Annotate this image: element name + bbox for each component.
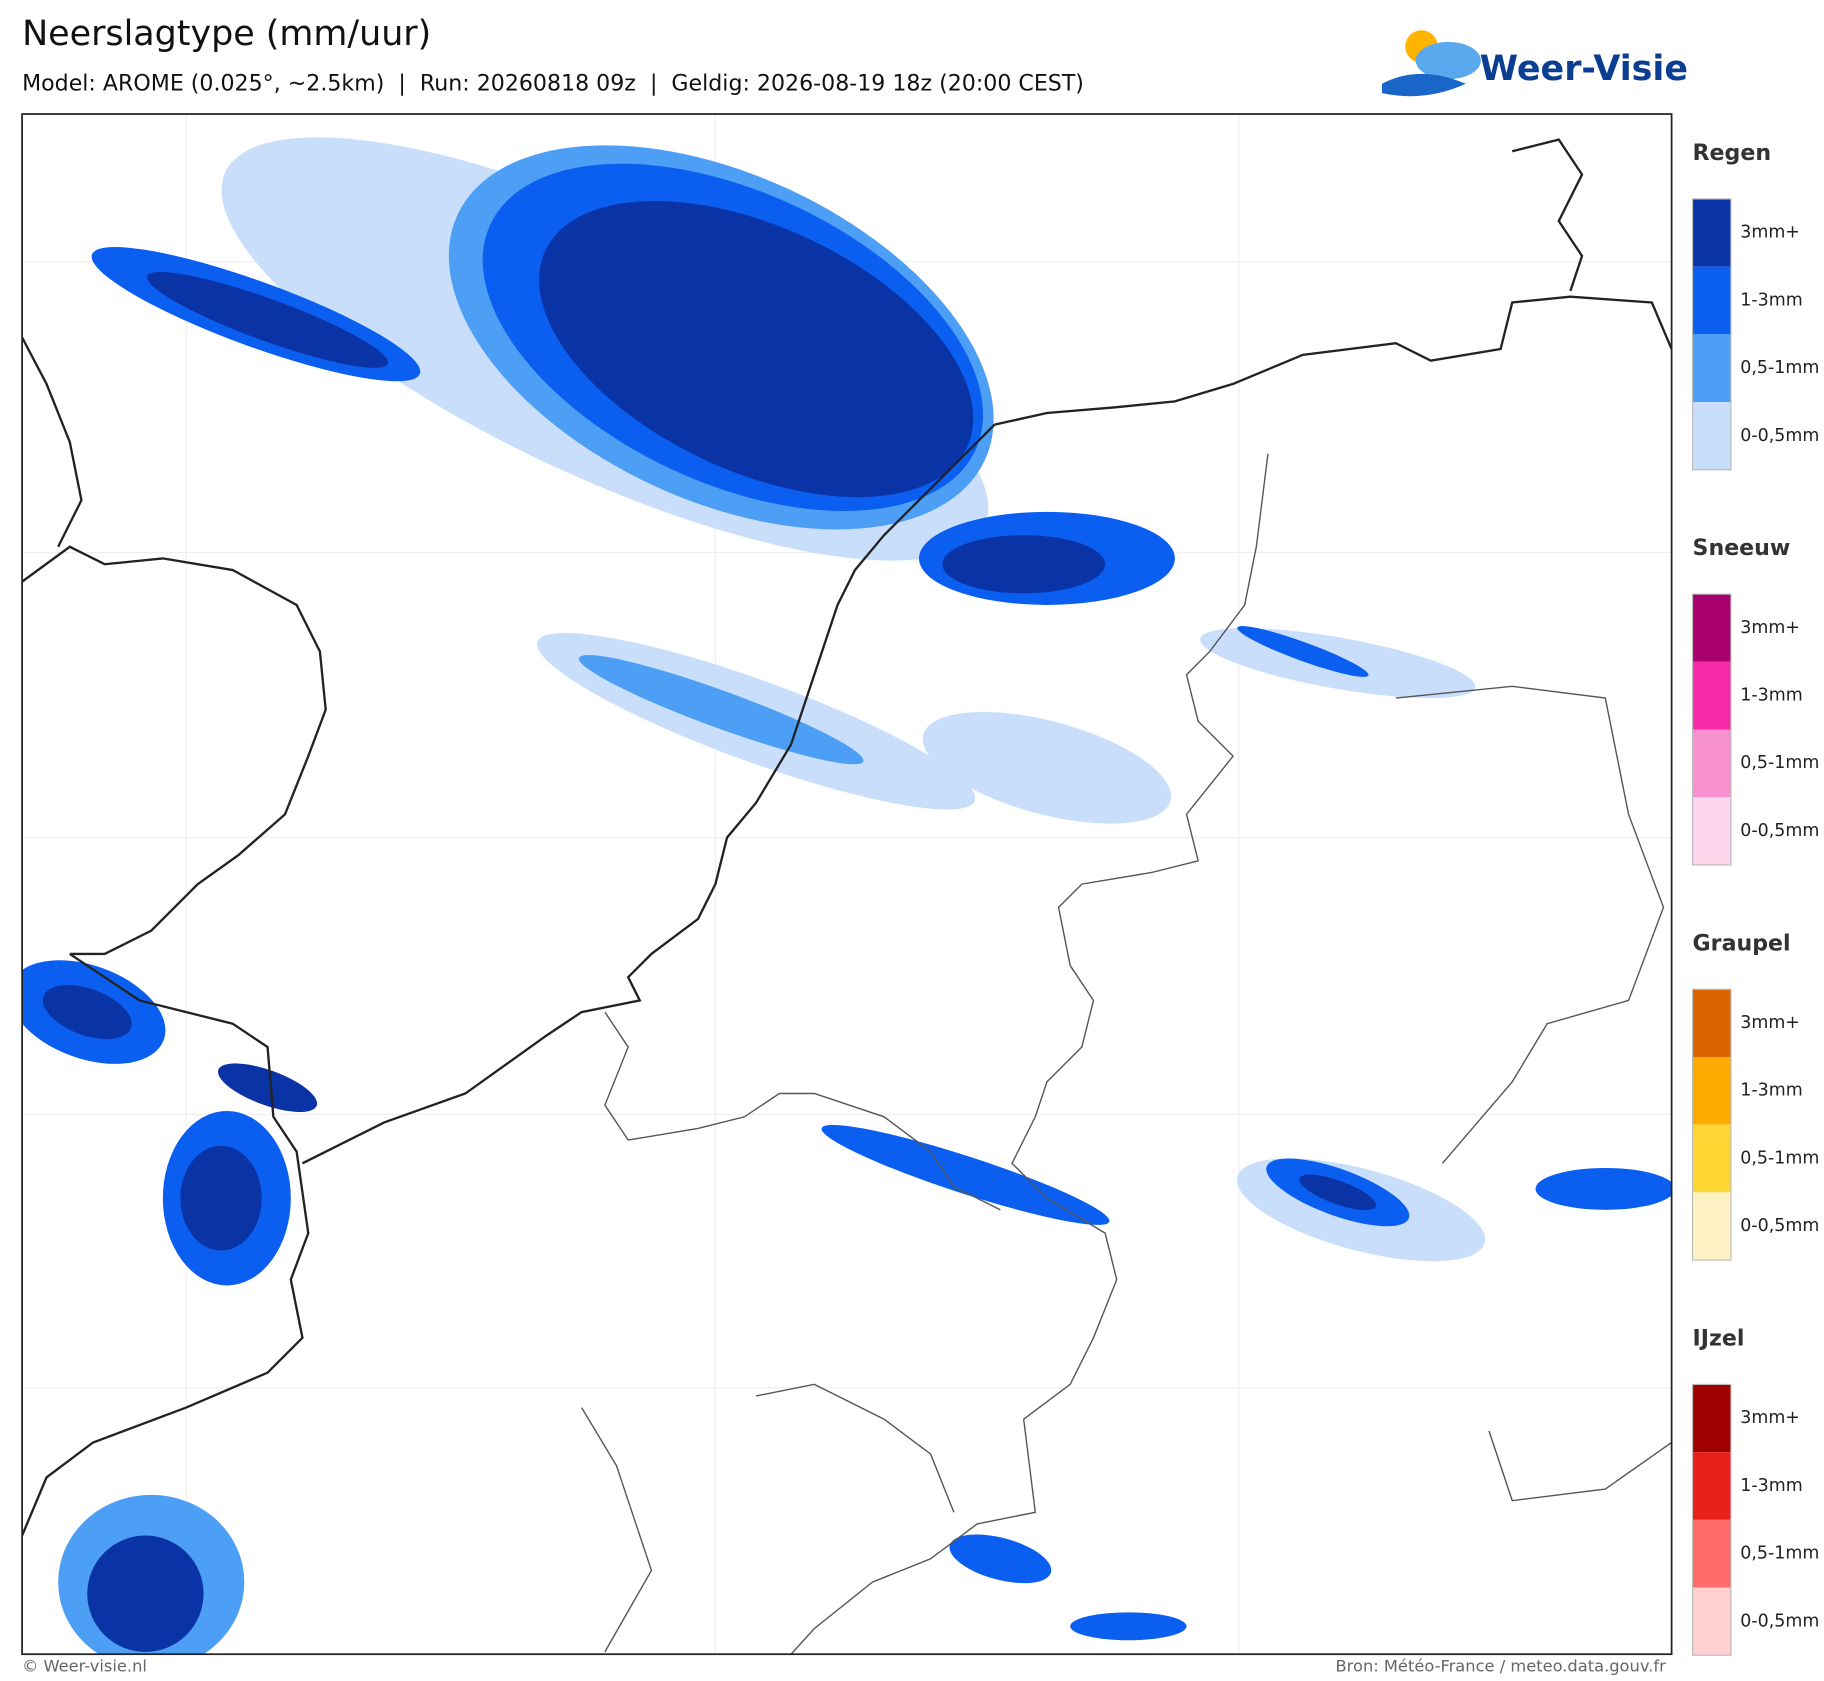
legend-title: Sneeuw xyxy=(1693,535,1791,561)
legend-swatch xyxy=(1692,402,1731,470)
legend-border xyxy=(1691,988,1732,1261)
legend-title: Graupel xyxy=(1693,930,1791,956)
legend-swatch xyxy=(1692,1587,1731,1656)
coastlines xyxy=(22,138,1672,1537)
legend-label: 0,5-1mm xyxy=(1740,1544,1819,1564)
legend-swatch xyxy=(1692,1519,1731,1588)
legend-swatch xyxy=(1692,266,1731,335)
legend-border xyxy=(1691,1383,1732,1656)
legend-label: 0,5-1mm xyxy=(1740,358,1819,378)
legend-label: 3mm+ xyxy=(1740,618,1800,638)
legend-label: 0,5-1mm xyxy=(1740,1148,1819,1168)
legend-swatch xyxy=(1692,1384,1731,1453)
legend-swatch xyxy=(1692,594,1731,662)
legend-swatch xyxy=(1692,729,1731,798)
legend-border xyxy=(1691,593,1732,866)
legend-swatch xyxy=(1692,198,1731,267)
legend-label: 1-3mm xyxy=(1740,1081,1802,1101)
legend-label: 0-0,5mm xyxy=(1740,1216,1819,1236)
legend-label: 0-0,5mm xyxy=(1740,426,1819,446)
legend-swatch xyxy=(1692,989,1731,1057)
footer-left: © Weer-visie.nl xyxy=(22,1657,147,1676)
legend-label: 0,5-1mm xyxy=(1740,753,1819,773)
map xyxy=(22,114,1672,1655)
logo: Weer-Visie xyxy=(1381,30,1688,97)
legend-swatch xyxy=(1692,1124,1731,1193)
precipitation xyxy=(22,137,1672,1655)
legend-swatch xyxy=(1692,1192,1731,1261)
legend-label: 3mm+ xyxy=(1740,1013,1800,1033)
legend-title: IJzel xyxy=(1693,1326,1745,1352)
legend-label: 1-3mm xyxy=(1740,290,1802,310)
legend-swatch xyxy=(1692,661,1731,730)
legend-swatch xyxy=(1692,334,1731,403)
map-frame xyxy=(21,113,1673,1656)
legend-border xyxy=(1691,198,1732,471)
legend-label: 3mm+ xyxy=(1740,1408,1800,1428)
title: Neerslagtype (mm/uur) xyxy=(22,14,431,54)
legend-swatch xyxy=(1692,797,1731,865)
legend-label: 0-0,5mm xyxy=(1740,1611,1819,1631)
borders xyxy=(581,453,1672,1655)
legend-swatch xyxy=(1692,1056,1731,1125)
legend-swatch xyxy=(1692,1452,1731,1520)
legend-label: 3mm+ xyxy=(1740,223,1800,243)
legend-label: 0-0,5mm xyxy=(1740,821,1819,841)
legend-title: Regen xyxy=(1693,140,1772,166)
legend: Regen 3mm+ 1-3mm 0,5-1mm 0-0,5mm Sneeuw 3mm+ 1-… xyxy=(1691,140,1819,1656)
legend-label: 1-3mm xyxy=(1740,686,1802,706)
subtitle: Model: AROME (0.025°, ~2.5km) | Run: 202… xyxy=(22,70,1084,96)
footer-right: Bron: Météo-France / meteo.data.gouv.fr xyxy=(1336,1657,1667,1676)
logo-text: Weer-Visie xyxy=(1480,49,1688,89)
legend-label: 1-3mm xyxy=(1740,1476,1802,1496)
